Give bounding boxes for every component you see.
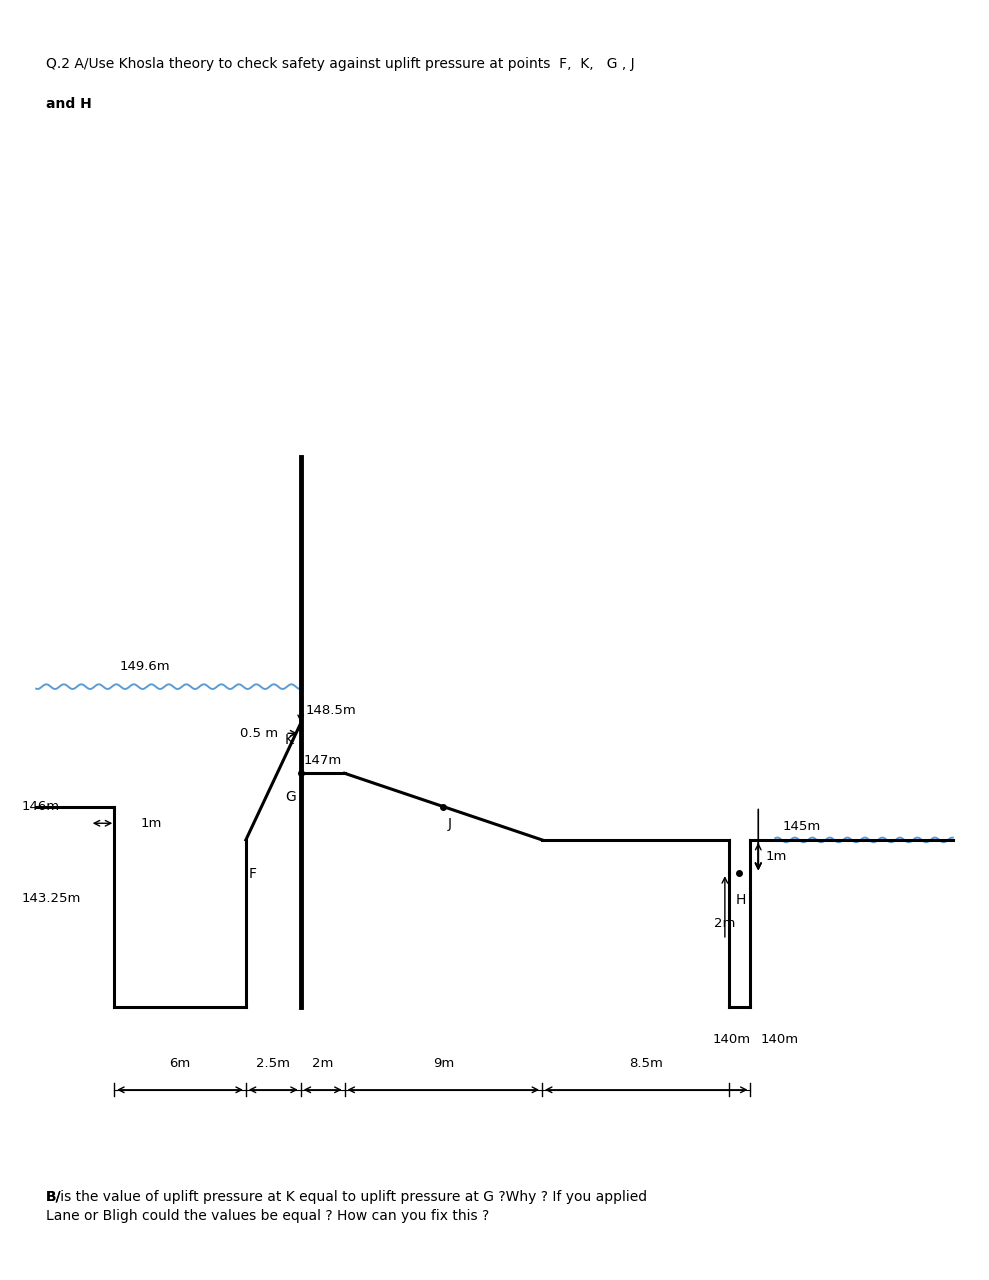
Text: 2.5m: 2.5m xyxy=(256,1057,291,1070)
Text: Q.2 A/Use Khosla theory to check safety against uplift pressure at points  F,  K: Q.2 A/Use Khosla theory to check safety … xyxy=(45,56,635,70)
Text: 140m: 140m xyxy=(761,1033,799,1046)
Text: 140m: 140m xyxy=(712,1033,751,1046)
Text: 2m: 2m xyxy=(312,1057,333,1070)
Text: 2m: 2m xyxy=(714,916,736,929)
Text: 148.5m: 148.5m xyxy=(306,704,356,717)
Text: 1m: 1m xyxy=(140,817,161,829)
Text: 8.5m: 8.5m xyxy=(629,1057,664,1070)
Text: 145m: 145m xyxy=(782,820,821,833)
Text: and H: and H xyxy=(45,97,92,111)
Text: 143.25m: 143.25m xyxy=(22,892,81,905)
Text: G: G xyxy=(286,790,297,804)
Text: H: H xyxy=(735,893,746,908)
Text: K: K xyxy=(285,733,294,748)
Text: 147m: 147m xyxy=(304,754,342,767)
Text: B/: B/ xyxy=(45,1189,61,1203)
Text: 1m: 1m xyxy=(765,850,786,863)
Text: 9m: 9m xyxy=(432,1057,454,1070)
Text: 0.5 m: 0.5 m xyxy=(240,727,278,740)
Text: J: J xyxy=(448,817,452,831)
Text: B/is the value of uplift pressure at K equal to uplift pressure at G ?Why ? If y: B/is the value of uplift pressure at K e… xyxy=(45,1189,647,1224)
Text: 146m: 146m xyxy=(22,800,59,813)
Text: F: F xyxy=(249,867,257,881)
Text: 6m: 6m xyxy=(169,1057,191,1070)
Text: 149.6m: 149.6m xyxy=(119,660,170,673)
